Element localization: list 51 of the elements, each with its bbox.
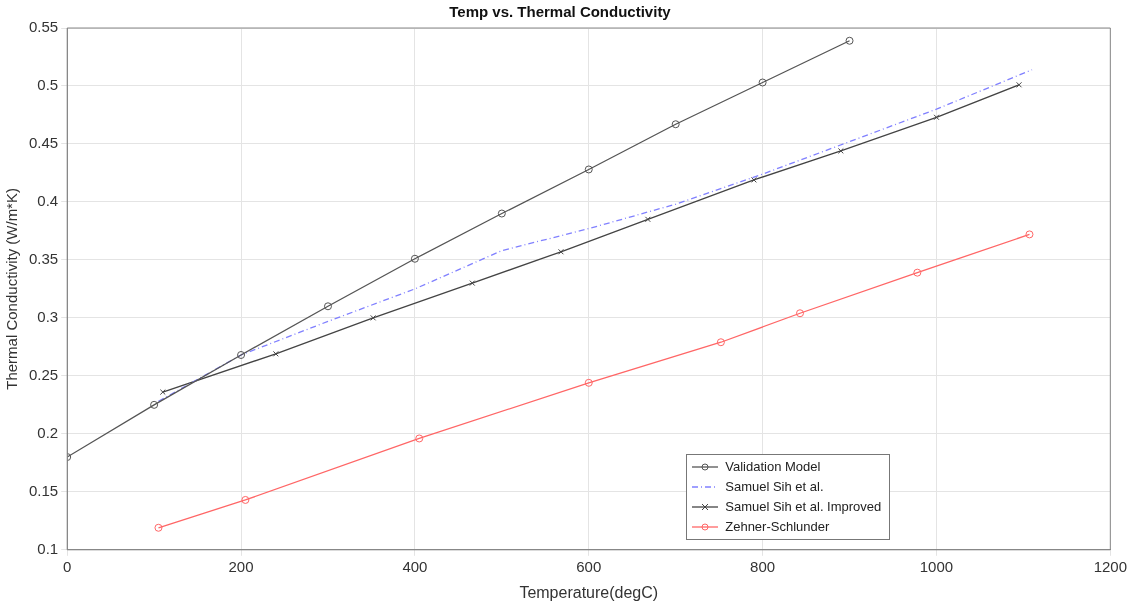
- point: [370, 314, 377, 321]
- point: [837, 147, 844, 154]
- legend-label: Samuel Sih et al. Improved: [725, 497, 882, 516]
- x-tick-label: 0: [63, 557, 72, 575]
- point: [584, 165, 593, 174]
- x-tick-label: 1200: [1093, 557, 1127, 575]
- point: [241, 495, 250, 504]
- point: [1025, 230, 1034, 239]
- x-tick-label: 1000: [919, 557, 954, 575]
- point: [644, 216, 651, 223]
- point: [237, 351, 246, 359]
- y-axis-title: Thermal Conductivity (W/m*K): [3, 188, 21, 390]
- point: [323, 302, 332, 311]
- y-tick-label: 0.4: [37, 192, 59, 210]
- x-tick-label: 400: [402, 557, 428, 575]
- y-tick-label: 0.1: [37, 539, 59, 557]
- legend-label: Validation Model: [725, 457, 821, 476]
- x-tick-label: 200: [228, 557, 254, 575]
- legend-label: Zehner-Schlunder: [725, 517, 830, 536]
- point: [557, 248, 564, 255]
- point: [584, 378, 593, 387]
- point: [716, 338, 725, 347]
- point: [795, 309, 804, 318]
- point: [913, 268, 922, 277]
- point: [933, 114, 940, 121]
- x-tick-label: 600: [576, 557, 602, 575]
- point: [750, 176, 757, 183]
- y-tick-label: 0.15: [28, 481, 59, 499]
- point: [272, 350, 279, 357]
- y-tick-label: 0.25: [28, 366, 59, 384]
- point: [150, 400, 159, 409]
- chart-title: Temp vs. Thermal Conductivity: [449, 3, 672, 21]
- y-tick-label: 0.35: [28, 250, 59, 268]
- point: [410, 254, 419, 263]
- point: [671, 120, 680, 129]
- point: [497, 209, 506, 218]
- y-tick-label: 0.5: [37, 76, 59, 94]
- y-tick-label: 0.45: [28, 134, 59, 152]
- x-axis-title: Temperature(degC): [519, 583, 659, 601]
- y-tick-label: 0.2: [37, 423, 59, 441]
- point: [415, 434, 424, 443]
- y-tick-label: 0.3: [37, 308, 59, 326]
- point: [159, 389, 166, 396]
- x-tick-label: 800: [750, 557, 776, 575]
- legend-label: Samuel Sih et al.: [725, 477, 824, 496]
- point: [845, 36, 854, 45]
- point: [469, 280, 476, 287]
- point: [758, 78, 767, 87]
- y-tick-label: 0.55: [28, 18, 59, 36]
- point: [154, 523, 163, 532]
- point: [1016, 81, 1023, 88]
